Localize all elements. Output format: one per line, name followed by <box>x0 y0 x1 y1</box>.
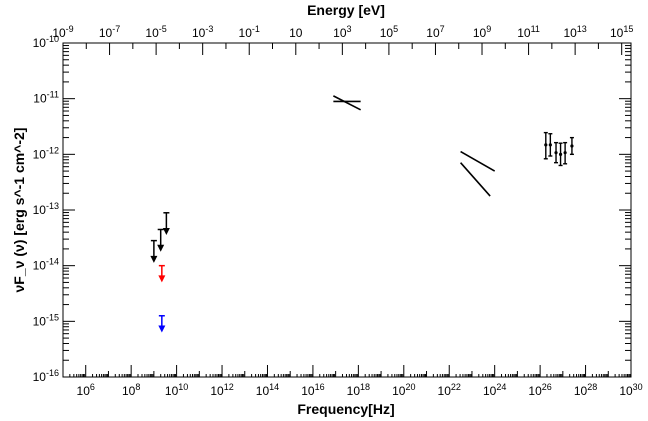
upper-limit-arrow <box>162 228 170 236</box>
butterfly-line <box>460 162 491 197</box>
data-point <box>558 152 563 156</box>
y-axis-title: νF_ν (ν) [erg s^-1 cm^-2] <box>11 128 27 293</box>
x2-tick-label: 10-1 <box>239 24 260 40</box>
x2-tick-label: 10-5 <box>145 24 166 40</box>
x2-tick-label: 1013 <box>563 24 586 40</box>
x-tick-label: 1026 <box>528 382 551 398</box>
x-tick-label: 1018 <box>347 382 370 398</box>
data-point <box>544 143 548 147</box>
x2-tick-label: 1015 <box>610 24 633 40</box>
x-tick-label: 1016 <box>301 382 324 398</box>
y-tick-label: 10-14 <box>33 257 59 273</box>
plot-frame <box>62 42 632 378</box>
x-tick-label: 108 <box>122 382 140 398</box>
x2-tick-label: 10-9 <box>52 24 73 40</box>
data-point <box>548 143 552 147</box>
butterfly-line <box>460 150 496 172</box>
x2-tick-label: 107 <box>426 24 444 40</box>
x-tick-label: 1012 <box>210 382 233 398</box>
x2-tick-label: 10 <box>289 26 303 40</box>
x-tick-label: 1030 <box>619 382 642 398</box>
x2-axis-title: Energy [eV] <box>307 2 385 18</box>
x2-tick-label: 10-7 <box>99 24 120 40</box>
y-tick-label: 10-12 <box>33 145 59 161</box>
data-point <box>570 144 574 148</box>
x-tick-label: 1028 <box>574 382 597 398</box>
data-point <box>563 151 567 155</box>
y-tick-label: 10-11 <box>33 90 59 106</box>
x-tick-label: 1020 <box>392 382 415 398</box>
data-point <box>554 151 558 155</box>
x-tick-label: 106 <box>77 382 95 398</box>
y-tick-label: 10-10 <box>33 34 59 50</box>
upper-limit-arrow <box>158 275 166 283</box>
x2-tick-label: 103 <box>333 24 351 40</box>
x-tick-label: 1014 <box>256 382 279 398</box>
x-axis-title: Frequency[Hz] <box>297 401 394 417</box>
y-tick-label: 10-16 <box>33 368 59 384</box>
x-tick-label: 1022 <box>438 382 461 398</box>
y-tick-label: 10-15 <box>33 312 59 328</box>
upper-limit-arrow <box>158 325 166 333</box>
data-layer <box>150 95 574 333</box>
y-tick-label: 10-13 <box>33 201 59 217</box>
x-tick-label: 1024 <box>483 382 506 398</box>
tick-labels-layer: 106 108 1010 1012 1014 1016 1018 1020 1022 1024 10… <box>33 24 643 398</box>
x-tick-label: 1010 <box>165 382 188 398</box>
x2-tick-label: 10-3 <box>192 24 213 40</box>
x2-tick-label: 109 <box>473 24 491 40</box>
x2-tick-label: 105 <box>380 24 398 40</box>
upper-limit-arrow <box>150 255 158 263</box>
x2-tick-label: 1011 <box>517 24 540 40</box>
butterfly-line <box>333 95 361 111</box>
upper-limit-arrow <box>157 244 165 252</box>
